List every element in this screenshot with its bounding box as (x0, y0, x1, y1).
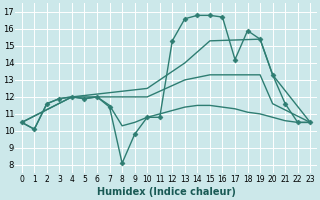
X-axis label: Humidex (Indice chaleur): Humidex (Indice chaleur) (97, 187, 236, 197)
